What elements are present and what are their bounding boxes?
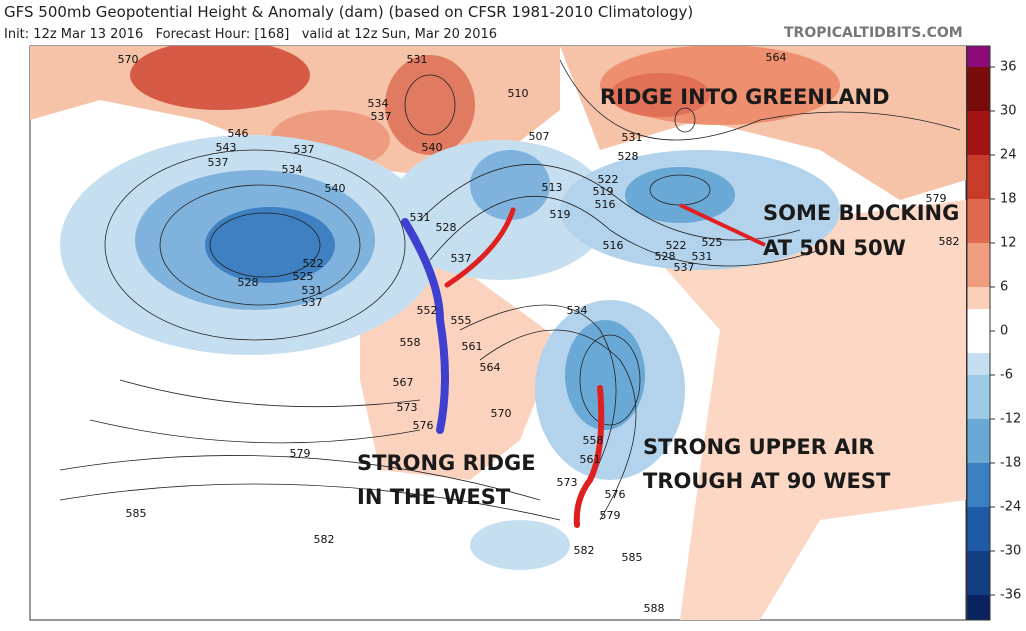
contour-label: 552 [417,304,438,317]
contour-label: 537 [302,296,323,309]
contour-label: 585 [126,507,147,520]
contour-label: 534 [567,304,588,317]
site-name: TROPICALTIDBITS.COM [784,25,963,41]
contour-label: 522 [598,173,619,186]
contour-label: 576 [605,488,626,501]
contour-label: 507 [529,130,550,143]
contour-label: 570 [491,407,512,420]
contour-label: 528 [238,276,259,289]
contour-label: 537 [371,110,392,123]
contour-label: 531 [410,211,431,224]
contour-label: 528 [618,150,639,163]
contour-label: 537 [294,143,315,156]
contour-label: 513 [542,181,563,194]
contour-label: 582 [314,533,335,546]
colorbar-label: 30 [1000,104,1017,119]
contour-label: 585 [622,551,643,564]
contour-label: 543 [216,141,237,154]
contour-label: 540 [325,182,346,195]
contour-label: 558 [400,336,421,349]
colorbar-label: 36 [1000,60,1017,75]
contour-label: 519 [550,208,571,221]
colorbar-label: 0 [1000,324,1008,339]
contour-label: 582 [574,544,595,557]
contour-label: 528 [655,250,676,263]
colorbar-label: -24 [1000,500,1021,515]
contour-label: 558 [583,434,604,447]
contour-label: 531 [622,131,643,144]
contour-label: 510 [508,87,529,100]
contour-label: 570 [118,53,139,66]
colorbar-label: 18 [1000,192,1017,207]
contour-label: 555 [451,314,472,327]
contour-label: 534 [368,97,389,110]
colorbar-label: 6 [1000,280,1008,295]
contour-label: 540 [422,141,443,154]
contour-label: 525 [293,270,314,283]
map [29,45,967,621]
contour-label: 588 [644,602,665,615]
contour-label: 564 [480,361,501,374]
contour-label: 579 [926,192,947,205]
contour-label: 573 [397,401,418,414]
colorbar [966,45,991,621]
contour-label: 516 [603,239,624,252]
contour-label: 531 [302,284,323,297]
colorbar-label: -30 [1000,544,1021,559]
colorbar-label: -12 [1000,412,1021,427]
annotation: STRONG RIDGE [357,451,536,475]
annotation: SOME BLOCKING [763,201,959,225]
contour-label: 531 [407,53,428,66]
contour-label: 546 [228,127,249,140]
contour-label: 564 [766,51,787,64]
contour-label: 516 [595,198,616,211]
contour-label: 528 [436,221,457,234]
colorbar-label: 24 [1000,148,1017,163]
contour-label: 567 [393,376,414,389]
contour-label: 537 [451,252,472,265]
title: GFS 500mb Geopotential Height & Anomaly … [4,3,693,21]
colorbar-label: -36 [1000,588,1021,603]
subtitle: Init: 12z Mar 13 2016 Forecast Hour: [16… [4,27,497,42]
contour-label: 537 [208,156,229,169]
contour-label: 531 [692,250,713,263]
contour-label: 561 [462,340,483,353]
contour-label: 534 [282,163,303,176]
colorbar-label: 12 [1000,236,1017,251]
colorbar-label: -6 [1000,368,1013,383]
annotation: STRONG UPPER AIR [643,435,875,459]
annotation: TROUGH AT 90 WEST [643,469,891,493]
contour-label: 579 [600,509,621,522]
contour-label: 561 [580,453,601,466]
annotation: AT 50N 50W [763,236,906,260]
annotation: IN THE WEST [357,485,511,509]
contour-label: 537 [674,261,695,274]
contour-label: 519 [593,185,614,198]
contour-label: 573 [557,476,578,489]
contour-label: 579 [290,447,311,460]
colorbar-label: -18 [1000,456,1021,471]
contour-label: 525 [702,236,723,249]
contour-label: 522 [303,257,324,270]
annotation: RIDGE INTO GREENLAND [600,85,890,109]
contour-label: 576 [413,419,434,432]
contour-label: 582 [939,235,960,248]
contour-label: 522 [666,239,687,252]
